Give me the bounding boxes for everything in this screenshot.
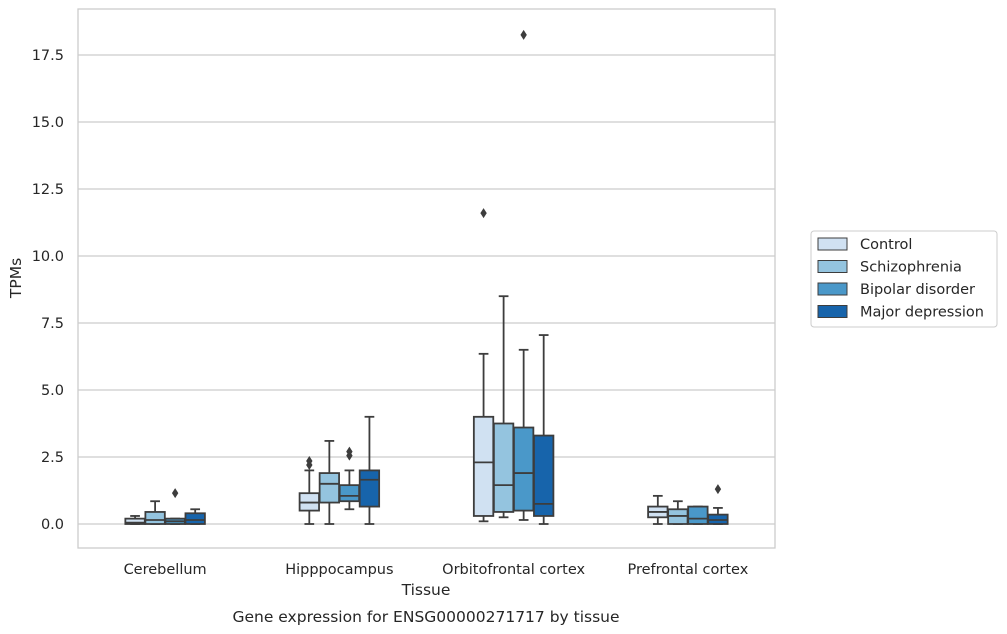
box-group <box>533 334 555 525</box>
box-group <box>298 456 320 525</box>
outlier-point <box>714 484 722 495</box>
x-tick-label: Hipppocampus <box>285 562 393 578</box>
box-group <box>184 508 206 525</box>
iqr-box <box>184 512 206 525</box>
legend-label: Control <box>860 237 912 253</box>
outlier-point <box>480 208 487 219</box>
x-tick-labels: Cerebellum Hipppocampus Orbitofrontal cort… <box>124 562 749 578</box>
y-tick-label: 0.0 <box>41 517 64 533</box>
box-group <box>164 488 186 525</box>
iqr-box <box>338 484 361 503</box>
iqr-box <box>318 472 340 504</box>
legend-label: Major depression <box>860 305 984 321</box>
box-group <box>338 446 361 511</box>
legend-swatch <box>817 282 848 296</box>
box-group <box>144 500 166 525</box>
x-tick-label: Cerebellum <box>124 562 207 578</box>
box-marks <box>124 29 729 525</box>
box-group <box>318 440 340 525</box>
box-group <box>707 484 729 525</box>
box-group <box>358 415 381 525</box>
box-group <box>647 494 669 525</box>
y-axis-title: TPMs <box>7 258 25 299</box>
y-tick-label: 2.5 <box>41 450 64 466</box>
y-tick-label: 15.0 <box>32 115 64 131</box>
y-tick-label: 12.5 <box>32 182 64 198</box>
iqr-box <box>358 469 381 508</box>
box-group <box>667 500 689 525</box>
legend-swatch <box>817 305 848 318</box>
iqr-box <box>513 426 535 512</box>
y-tick-label: 7.5 <box>41 316 64 332</box>
outlier-point <box>346 446 353 457</box>
box-group <box>687 505 709 525</box>
box-group <box>472 208 495 523</box>
legend-label: Schizophrenia <box>860 260 962 276</box>
box-group <box>124 515 146 525</box>
x-axis-title: Tissue <box>401 581 451 599</box>
legend-frame <box>810 230 998 328</box>
legend-label: Bipolar disorder <box>860 282 975 298</box>
iqr-box <box>687 505 709 525</box>
outlier-point <box>306 456 313 467</box>
y-tick-labels: 0.0 2.5 5.0 7.5 10.0 12.5 15.0 17.5 <box>32 48 64 533</box>
box-group <box>492 295 515 519</box>
iqr-box <box>144 511 166 525</box>
legend-swatch <box>817 237 848 251</box>
legend: Control Schizophrenia Bipolar disorder Majo… <box>810 230 998 328</box>
y-tick-label: 5.0 <box>41 383 64 399</box>
chart-caption: Gene expression for ENSG00000271717 by t… <box>232 608 619 626</box>
plot-frame <box>77 8 776 549</box>
outlier-point <box>171 488 179 499</box>
y-tick-label: 17.5 <box>32 48 64 64</box>
x-tick-label: Prefrontal cortex <box>627 562 748 578</box>
outlier-point <box>520 29 527 40</box>
x-tick-label: Orbitofrontal cortex <box>442 562 585 578</box>
legend-swatch <box>817 260 848 273</box>
iqr-box <box>472 415 495 517</box>
iqr-box <box>533 434 555 517</box>
y-tick-label: 10.0 <box>32 249 64 265</box>
y-gridlines <box>78 54 775 525</box>
iqr-box <box>492 422 515 513</box>
box-group <box>513 29 535 521</box>
